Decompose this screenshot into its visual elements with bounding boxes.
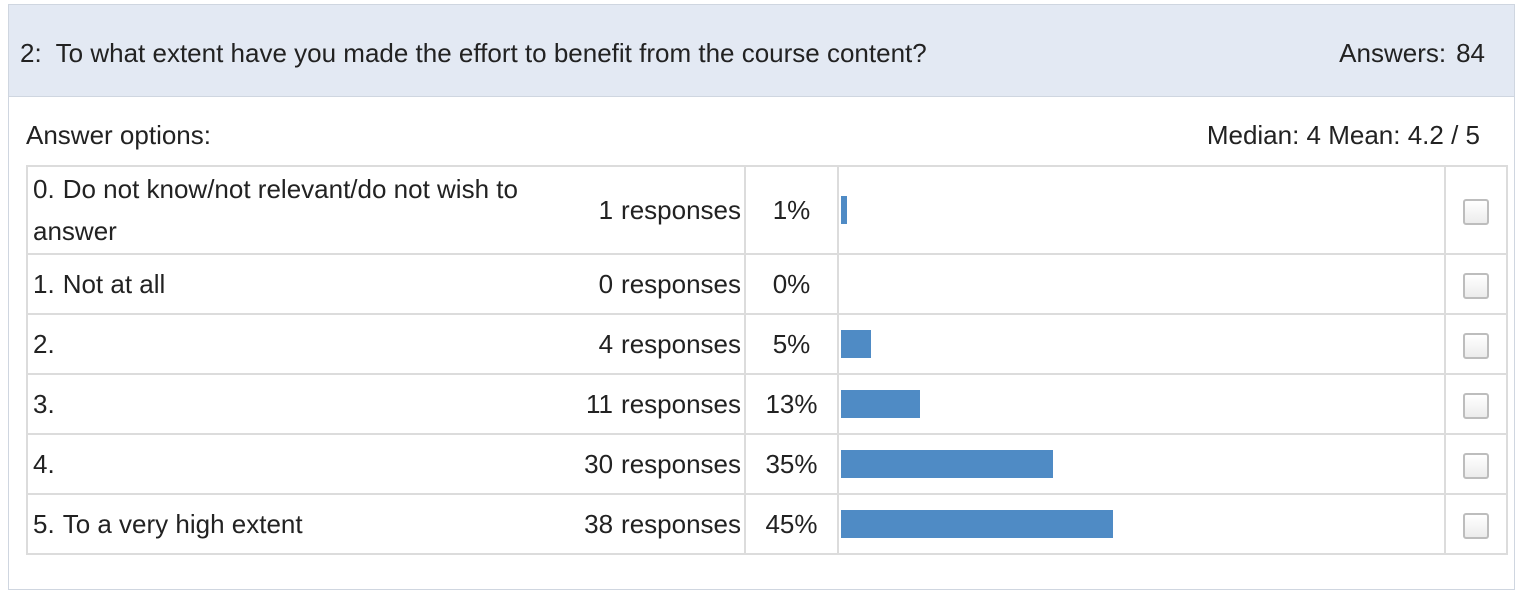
checkbox-cell — [1444, 253, 1508, 315]
bar-svg — [841, 450, 1053, 478]
response-number: 0 — [598, 269, 614, 299]
percent-label: 13% — [744, 373, 839, 435]
table-row: 3. 11 responses 13% — [26, 373, 1508, 435]
response-number: 11 — [586, 389, 614, 419]
option-code: 3. — [33, 389, 55, 419]
response-count: 38 responses — [584, 503, 741, 545]
response-count: 30 responses — [584, 443, 741, 485]
response-count: 0 responses — [599, 263, 741, 305]
answers-summary: Answers: 84 — [1339, 38, 1485, 68]
table-row: 2. 4 responses 5% — [26, 313, 1508, 375]
option-label: 4. — [33, 443, 55, 485]
option-code: 2. — [33, 329, 55, 359]
bar-cell — [837, 313, 1446, 375]
select-checkbox[interactable] — [1463, 513, 1489, 540]
option-cell: 1. Not at all 0 responses — [26, 253, 746, 315]
results-table: 0. Do not know/not relevant/do not wish t… — [26, 165, 1508, 555]
checkbox-cell — [1444, 165, 1508, 255]
bar-svg — [841, 196, 847, 224]
response-number: 30 — [584, 449, 614, 479]
checkbox-cell — [1444, 373, 1508, 435]
response-unit: responses — [621, 195, 741, 225]
percent-label: 45% — [744, 493, 839, 555]
option-label: 2. — [33, 323, 55, 365]
checkbox-cell — [1444, 493, 1508, 555]
bar-3 — [841, 390, 920, 418]
bar-cell — [837, 165, 1446, 255]
option-cell: 4. 30 responses — [26, 433, 746, 495]
response-number: 38 — [584, 509, 614, 539]
bar-svg — [841, 510, 1113, 538]
response-number: 4 — [598, 329, 614, 359]
response-number: 1 — [598, 195, 614, 225]
percent-label: 35% — [744, 433, 839, 495]
response-unit: responses — [621, 269, 741, 299]
answers-count: 84 — [1456, 38, 1485, 68]
response-unit: responses — [621, 449, 741, 479]
bar-svg — [839, 255, 1444, 313]
select-checkbox[interactable] — [1463, 393, 1489, 420]
response-unit: responses — [621, 329, 741, 359]
option-cell: 2. 4 responses — [26, 313, 746, 375]
option-cell: 5. To a very high extent 38 responses — [26, 493, 746, 555]
option-label: 5. To a very high extent — [33, 503, 303, 545]
option-code: 5. — [33, 509, 55, 539]
option-text: Do not know/not relevant/do not wish to … — [33, 174, 518, 246]
option-text: Not at all — [62, 269, 166, 299]
response-count: 4 responses — [599, 323, 741, 365]
checkbox-cell — [1444, 313, 1508, 375]
bar-5 — [841, 510, 1113, 538]
table-row: 1. Not at all 0 responses 0% — [26, 253, 1508, 315]
bar-cell — [837, 433, 1446, 495]
option-code: 0. — [33, 174, 55, 204]
table-row: 4. 30 responses 35% — [26, 433, 1508, 495]
option-text: To a very high extent — [62, 509, 303, 539]
select-checkbox[interactable] — [1463, 453, 1489, 480]
response-count: 11 responses — [586, 383, 741, 425]
percent-label: 5% — [744, 313, 839, 375]
question-text: To what extent have you made the effort … — [55, 38, 927, 68]
question-title: 2: To what extent have you made the effo… — [20, 38, 927, 68]
response-unit: responses — [621, 509, 741, 539]
bar-cell — [837, 253, 1446, 315]
question-header: 2: To what extent have you made the effo… — [9, 5, 1514, 97]
bar-4 — [841, 450, 1053, 478]
table-row: 5. To a very high extent 38 responses 45% — [26, 493, 1508, 555]
option-cell: 3. 11 responses — [26, 373, 746, 435]
option-cell: 0. Do not know/not relevant/do not wish t… — [26, 165, 746, 255]
percent-label: 0% — [744, 253, 839, 315]
bar-0 — [841, 196, 847, 224]
select-checkbox[interactable] — [1463, 273, 1489, 300]
bar-svg — [841, 390, 920, 418]
option-label: 3. — [33, 383, 55, 425]
bar-cell — [837, 493, 1446, 555]
option-label: 0. Do not know/not relevant/do not wish t… — [33, 168, 548, 252]
response-unit: responses — [621, 389, 741, 419]
bar-svg — [841, 330, 871, 358]
question-number: 2: — [20, 38, 42, 68]
checkbox-cell — [1444, 433, 1508, 495]
table-row: 0. Do not know/not relevant/do not wish t… — [26, 165, 1508, 255]
select-checkbox[interactable] — [1463, 199, 1489, 226]
answer-options-label: Answer options: — [26, 120, 211, 150]
answers-label: Answers: — [1339, 38, 1447, 68]
question-panel: 2: To what extent have you made the effo… — [8, 4, 1515, 590]
response-count: 1 responses — [599, 189, 741, 231]
percent-label: 1% — [744, 165, 839, 255]
summary-stats: Median: 4 Mean: 4.2 / 5 — [1206, 120, 1480, 150]
option-code: 1. — [33, 269, 55, 299]
option-label: 1. Not at all — [33, 263, 165, 305]
bar-cell — [837, 373, 1446, 435]
select-checkbox[interactable] — [1463, 333, 1489, 360]
bar-2 — [841, 330, 871, 358]
option-code: 4. — [33, 449, 55, 479]
